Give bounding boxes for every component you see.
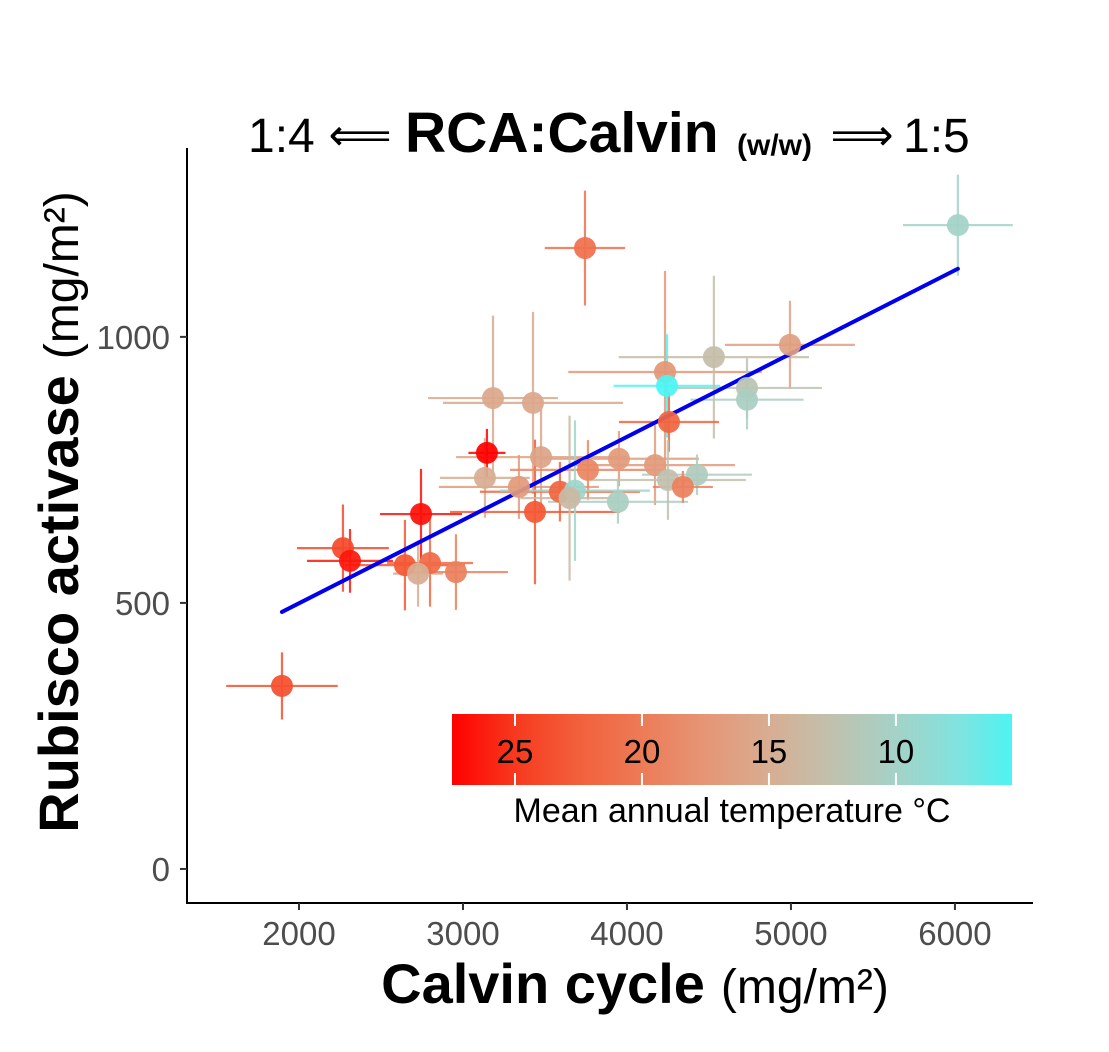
data-point	[644, 454, 667, 477]
regression-layer	[279, 266, 960, 614]
x-tick-label: 6000	[918, 915, 991, 952]
y-tick-label: 0	[152, 851, 170, 888]
data-point	[778, 333, 801, 356]
title-main: RCA:Calvin	[405, 101, 719, 165]
data-point	[507, 475, 530, 498]
error-bars	[226, 174, 1013, 720]
data-point	[576, 458, 599, 481]
double-arrow-right-icon: ⟹	[830, 110, 893, 161]
data-point	[573, 237, 596, 260]
data-point	[671, 475, 694, 498]
data-point	[522, 391, 545, 414]
colorbar-ticks: 25 20 15 10	[497, 714, 915, 785]
data-points	[270, 214, 969, 697]
colorbar-tick-label: 25	[497, 733, 534, 770]
data-point	[736, 388, 759, 411]
x-tick-label: 2000	[262, 915, 335, 952]
data-point	[475, 441, 498, 464]
colorbar-tick-label: 20	[624, 733, 661, 770]
y-axis-title-unit: (mg/m²)	[36, 191, 89, 359]
data-point	[606, 490, 629, 513]
y-axis-title: Rubisco activase (mg/m²)	[27, 191, 90, 833]
x-tick-label: 4000	[590, 915, 663, 952]
x-axis-ticks: 2000 3000 4000 5000 6000	[262, 903, 992, 952]
y-tick-label: 500	[115, 585, 170, 622]
data-point	[523, 500, 546, 523]
data-point	[473, 466, 496, 489]
data-point	[607, 447, 630, 470]
title-ratio-right: 1:5	[903, 110, 970, 163]
colorbar-title: Mean annual temperature °C	[514, 792, 951, 830]
y-axis-title-main: Rubisco activase	[27, 375, 90, 833]
colorbar-tick-label: 15	[751, 733, 788, 770]
data-point	[339, 549, 362, 572]
colorbar	[452, 714, 1012, 785]
x-axis-title-main: Calvin cycle	[381, 952, 705, 1015]
data-point	[702, 346, 725, 369]
x-axis-title: Calvin cycle (mg/m²)	[381, 952, 889, 1015]
data-point	[410, 503, 433, 526]
title-subscript: (w/w)	[737, 129, 812, 162]
data-point	[946, 214, 969, 237]
chart-title: 1:4 ⟸ RCA:Calvin (w/w) ⟹ 1:5	[248, 101, 970, 165]
y-axis-ticks: 0 500 1000	[97, 319, 187, 888]
regression-line	[279, 266, 960, 614]
data-point	[655, 374, 678, 397]
data-point	[530, 446, 553, 469]
double-arrow-left-icon: ⟸	[328, 110, 391, 161]
data-point	[407, 562, 430, 585]
y-tick-label: 1000	[97, 319, 170, 356]
data-point	[558, 487, 581, 510]
data-point	[444, 561, 467, 584]
title-ratio-left: 1:4	[248, 110, 315, 163]
data-point	[481, 387, 504, 410]
x-tick-label: 5000	[754, 915, 827, 952]
x-tick-label: 3000	[426, 915, 499, 952]
data-point	[270, 674, 293, 697]
colorbar-tick-label: 10	[878, 733, 915, 770]
x-axis-title-unit: (mg/m²)	[721, 961, 889, 1014]
color-legend: 25 20 15 10 Mean annual temperature °C	[452, 714, 1012, 830]
data-point	[657, 411, 680, 434]
